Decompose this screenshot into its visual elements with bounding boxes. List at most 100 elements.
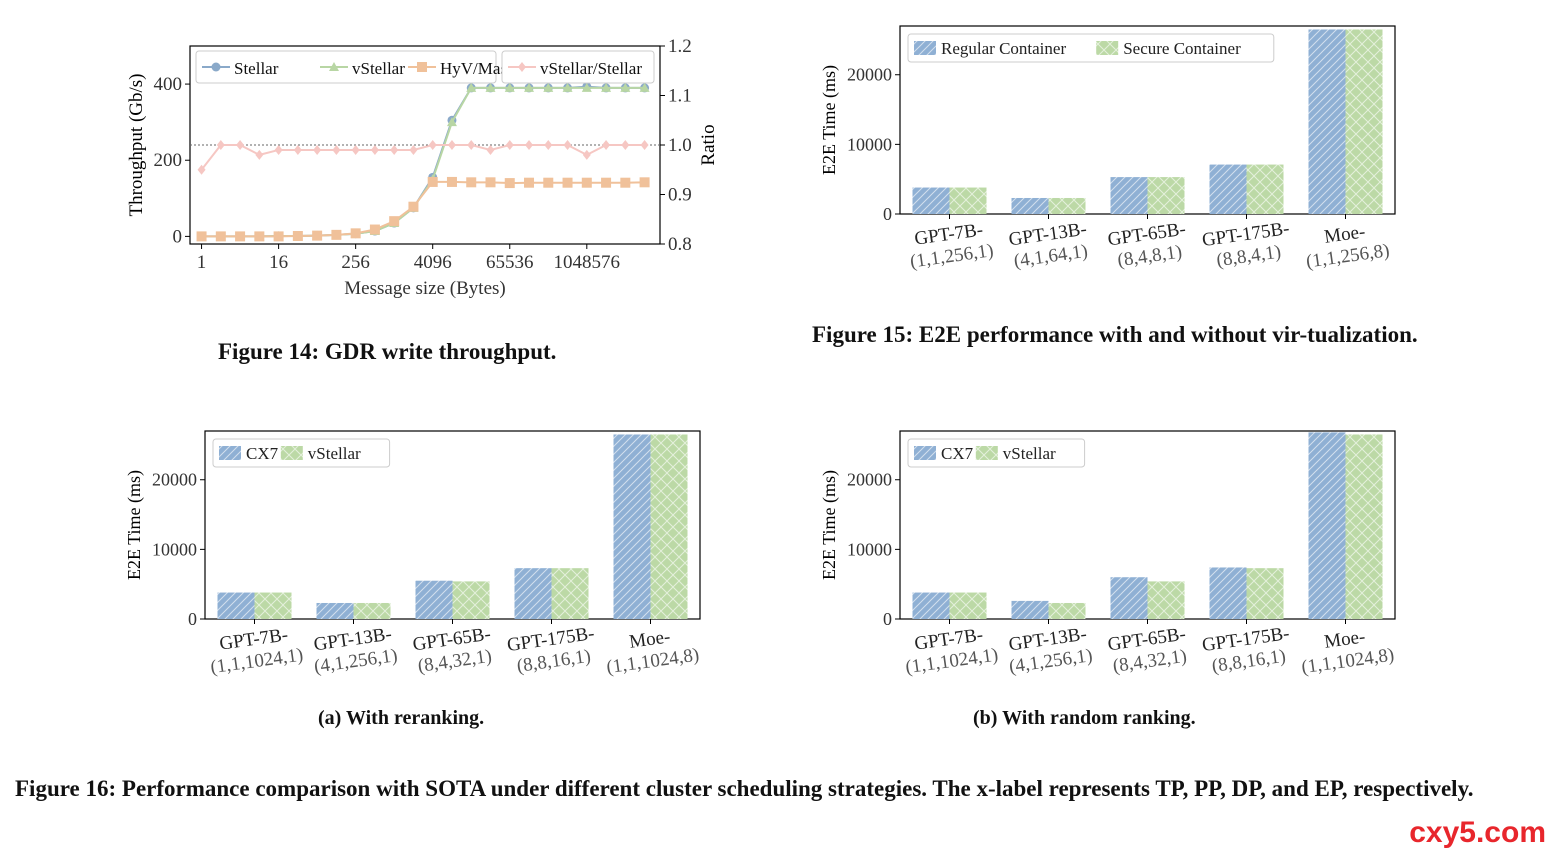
y2-axis-label: Ratio [698, 124, 719, 165]
caption-fig16b: (b) With random ranking. [973, 707, 1196, 729]
bar-cx7 [1209, 567, 1247, 619]
data-point [273, 231, 284, 242]
data-point [369, 224, 380, 235]
data-point [446, 176, 457, 187]
data-point [525, 140, 534, 150]
x-tick-label: GPT-13B-(4,1,256,1) [1007, 624, 1093, 678]
y-tick-label: 10000 [847, 539, 892, 559]
data-point [582, 149, 591, 160]
bar-regular-container [1209, 164, 1247, 214]
legend-label: vStellar [308, 444, 361, 463]
data-point [351, 144, 360, 155]
y-axis-label: E2E Time (ms) [124, 470, 145, 580]
legend-label: vStellar/Stellar [540, 59, 642, 78]
x-tick-label: Moe-(1,1,1024,8) [605, 626, 700, 678]
bar-regular-container [1011, 197, 1049, 214]
x-tick-label: GPT-65B-(8,4,8,1) [1106, 219, 1187, 272]
y2-tick-label: 0.8 [668, 234, 692, 255]
data-point [601, 82, 612, 92]
data-point [447, 140, 456, 150]
series-line-stellar [201, 85, 645, 238]
legend-label: CX7 [246, 444, 279, 463]
bar-vstellar [1147, 581, 1185, 619]
bar-cx7 [316, 602, 354, 619]
caption-fig16: Figure 16: Performance comparison with S… [15, 776, 1474, 801]
legend-marker [518, 62, 526, 72]
bar-secure-container [1345, 29, 1383, 215]
data-point [485, 82, 496, 92]
data-point [293, 144, 302, 155]
chart-fig15: 0 10000 20000 E2E Time (ms) GPT-7B-(1,1,256,… [819, 25, 1396, 273]
y-tick-label: 0 [883, 204, 892, 224]
legend-right: vStellar/Stellar [501, 50, 655, 84]
bar-vstellar [551, 568, 589, 619]
y-tick-label: 0 [173, 226, 183, 247]
caption-fig16a: (a) With reranking. [318, 707, 485, 729]
data-point [504, 178, 515, 189]
data-point [408, 201, 419, 212]
x-tick-label: GPT-13B-(4,1,64,1) [1007, 219, 1089, 272]
data-point [428, 140, 437, 150]
data-point [563, 140, 572, 150]
y2-tick-label: 0.9 [668, 185, 692, 206]
legend: Regular Container Secure Container [907, 33, 1275, 63]
data-point [427, 176, 438, 187]
bar-secure-container [1147, 177, 1185, 214]
data-point [197, 164, 206, 175]
bar-vstellar [1345, 434, 1383, 619]
data-point [255, 149, 264, 160]
data-point [581, 177, 592, 188]
data-point [466, 82, 477, 92]
x-axis-label: Message size (Bytes) [344, 278, 505, 299]
x-tick-label: GPT-7B-(1,1,256,1) [909, 219, 995, 272]
series-line-hyv-masq [201, 180, 645, 238]
data-point [562, 177, 573, 188]
x-tick-label: GPT-175B-(8,8,16,1) [506, 623, 596, 677]
bar-cx7 [1011, 600, 1049, 619]
data-point [639, 177, 650, 188]
data-point [312, 230, 323, 241]
data-point [504, 82, 515, 92]
data-point [620, 82, 631, 92]
x-tick-label: Moe-(1,1,256,8) [1305, 221, 1391, 272]
chart-fig16a: 0 10000 20000 E2E Time (ms) GPT-7B-(1,1,1024… [124, 430, 701, 678]
bar-cx7 [912, 592, 950, 619]
legend-box [907, 33, 1275, 63]
y-tick-label: 10000 [152, 539, 197, 559]
bar-cx7 [514, 568, 552, 619]
y-tick-label: 20000 [847, 470, 892, 490]
x-tick-label: 16 [269, 252, 288, 273]
bar-secure-container [949, 187, 987, 214]
data-point [409, 144, 418, 155]
bar-vstellar [949, 592, 987, 619]
series-line-vstellar [201, 86, 645, 238]
chart-fig16b: 0 10000 20000 E2E Time (ms) GPT-7B-(1,1,1024… [819, 430, 1396, 678]
legend-label: vStellar [352, 59, 405, 78]
data-point [370, 144, 379, 155]
bar-cx7 [415, 580, 453, 619]
bar-vstellar [452, 581, 490, 619]
bar-vstellar [353, 602, 391, 619]
x-tick-label: 1048576 [554, 252, 621, 273]
data-point [602, 140, 611, 150]
bar-secure-container [1048, 197, 1086, 214]
x-tick-label: GPT-65B-(8,4,32,1) [411, 624, 493, 677]
caption-fig14: Figure 14: GDR write throughput. [218, 339, 557, 364]
y-axis-label: E2E Time (ms) [819, 65, 840, 175]
bar-cx7 [1110, 577, 1148, 619]
data-point [292, 231, 303, 242]
caption-fig15: Figure 15: E2E performance with and with… [812, 322, 1418, 347]
bar-regular-container [912, 187, 950, 214]
legend-label: Stellar [234, 59, 279, 78]
y-tick-label: 10000 [847, 134, 892, 154]
data-point [236, 140, 245, 150]
data-point [485, 177, 496, 188]
data-point [313, 144, 322, 155]
data-point [544, 140, 553, 150]
bar-regular-container [1308, 29, 1346, 215]
x-tick-label: 65536 [486, 252, 534, 273]
x-tick-label: GPT-7B-(1,1,1024,1) [904, 624, 999, 678]
x-tick-label: GPT-13B-(4,1,256,1) [312, 624, 398, 678]
data-point [196, 231, 207, 242]
y-tick-label: 0 [883, 609, 892, 629]
